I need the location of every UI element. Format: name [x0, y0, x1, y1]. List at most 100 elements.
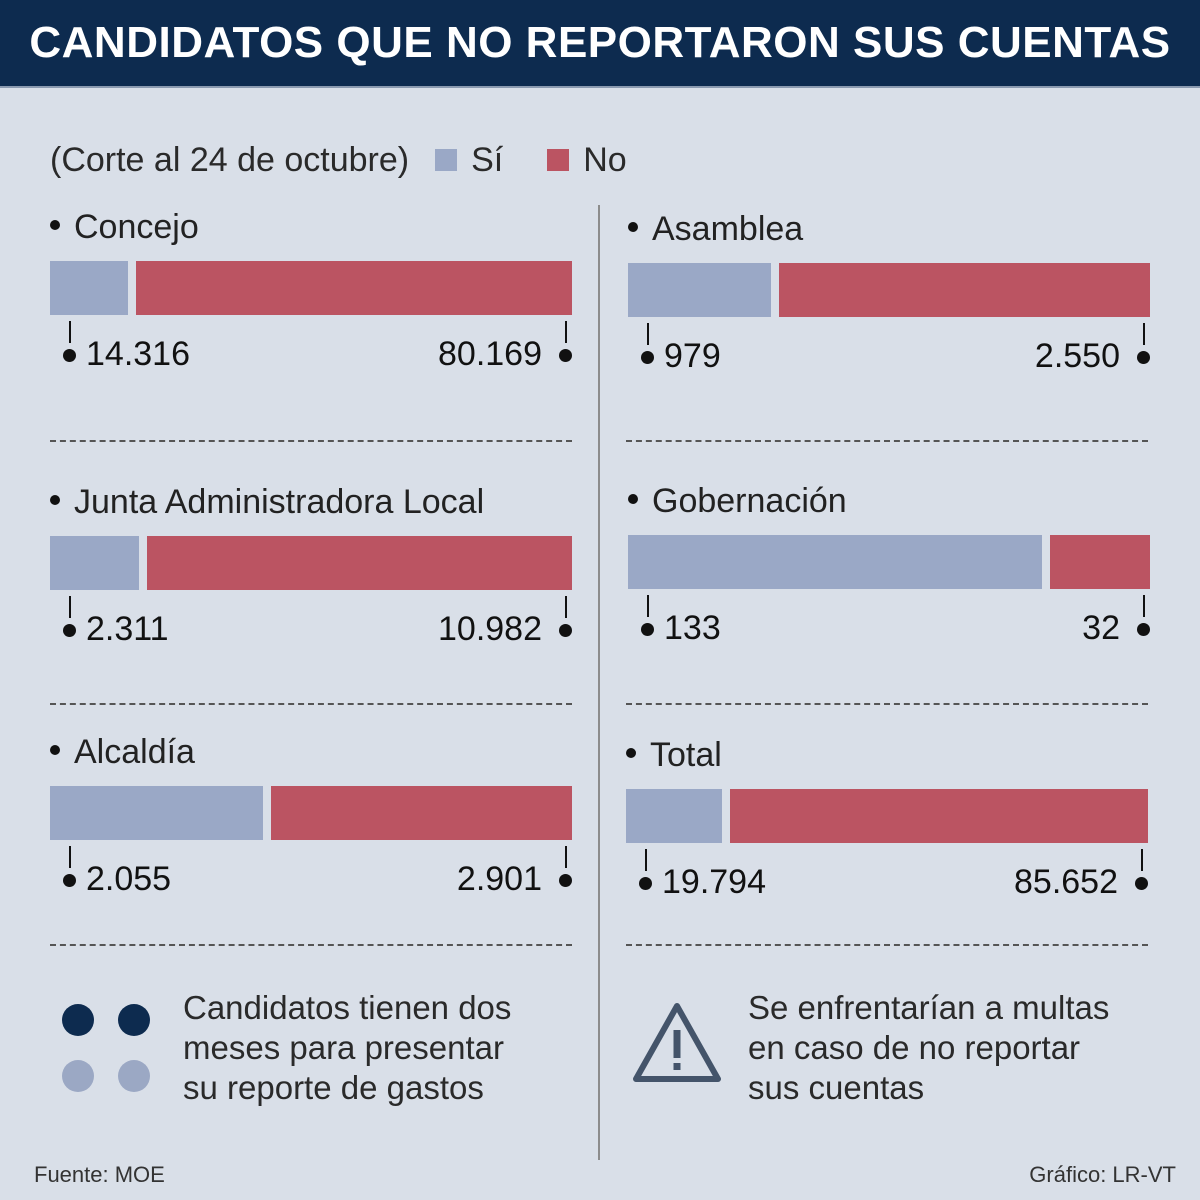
separator	[50, 703, 572, 705]
tick-dot-no	[559, 874, 572, 887]
legend-label-yes: Sí	[471, 140, 504, 179]
note-left: Candidatos tienen dos meses para present…	[183, 988, 511, 1108]
separator	[626, 440, 1148, 442]
bar-no	[1050, 535, 1150, 589]
tick-dot-yes	[63, 624, 76, 637]
category-text: Asamblea	[652, 210, 804, 248]
credit-note: Gráfico: LR-VT	[1029, 1162, 1176, 1187]
separator	[50, 944, 572, 946]
panel-junta-administradora-local: Junta Administradora Local 2.311 10.982	[50, 483, 610, 733]
value-label-yes: 133	[664, 609, 721, 647]
bar-no	[136, 261, 572, 315]
value-label-no: 32	[1082, 609, 1120, 647]
bar-yes	[628, 263, 771, 317]
warning-triangle-icon	[633, 1003, 721, 1082]
dot-light	[118, 1060, 150, 1092]
category-label: Asamblea	[628, 210, 803, 249]
tick-yes	[69, 846, 71, 868]
category-label: Junta Administradora Local	[50, 483, 484, 522]
bar-no	[147, 536, 572, 590]
bullet-dot	[50, 745, 60, 756]
category-label: Gobernación	[628, 482, 847, 521]
four-dots-icon	[62, 1004, 152, 1094]
note-right-line: Se enfrentarían a multas	[748, 989, 1110, 1026]
panel-alcaldia: Alcaldía 2.055 2.901	[50, 733, 610, 983]
bullet-dot	[628, 494, 638, 505]
bar-yes	[50, 786, 263, 840]
category-label: Concejo	[50, 208, 199, 247]
dot-light	[62, 1060, 94, 1092]
panel-gobernacion: Gobernación 133 32	[628, 482, 1188, 732]
panel-asamblea: Asamblea 979 2.550	[628, 210, 1188, 460]
value-label-yes: 19.794	[662, 863, 766, 901]
tick-dot-yes	[641, 351, 654, 364]
title-rule	[0, 86, 1200, 88]
dot-dark	[118, 1004, 150, 1036]
category-text: Junta Administradora Local	[74, 483, 485, 521]
category-text: Alcaldía	[74, 733, 195, 771]
bar-yes	[50, 261, 128, 315]
title-bar: CANDIDATOS QUE NO REPORTARON SUS CUENTAS	[0, 0, 1200, 86]
bullet-dot	[50, 495, 60, 506]
category-label: Total	[626, 736, 722, 775]
value-label-yes: 2.311	[86, 610, 169, 648]
separator	[626, 703, 1148, 705]
category-label: Alcaldía	[50, 733, 195, 772]
separator	[50, 440, 572, 442]
tick-no	[1143, 323, 1145, 345]
value-label-no: 2.550	[1034, 337, 1120, 375]
panel-concejo: Concejo 14.316 80.169	[50, 208, 610, 458]
tick-dot-yes	[63, 349, 76, 362]
note-left-line: meses para presentar	[183, 1029, 504, 1066]
tick-yes	[647, 595, 649, 617]
bullet-dot	[626, 748, 636, 759]
category-text: Total	[650, 736, 722, 774]
legend-label-no: No	[583, 140, 627, 179]
note-right-line: sus cuentas	[748, 1069, 925, 1106]
center-divider	[598, 205, 600, 1160]
tick-dot-yes	[641, 623, 654, 636]
tick-no	[1141, 849, 1143, 871]
tick-dot-yes	[63, 874, 76, 887]
tick-no	[565, 321, 567, 343]
bullet-dot	[628, 222, 638, 233]
subtitle: (Corte al 24 de octubre)	[50, 140, 410, 179]
bar-no	[271, 786, 572, 840]
note-right-line: en caso de no reportar	[748, 1029, 1081, 1066]
bar-yes	[628, 535, 1042, 589]
value-label-yes: 979	[664, 337, 721, 375]
legend-item-yes: Sí	[435, 141, 503, 180]
tick-no	[565, 596, 567, 618]
tick-yes	[647, 323, 649, 345]
bar-no	[779, 263, 1150, 317]
value-label-no: 2.901	[456, 860, 542, 898]
note-right: Se enfrentarían a multas en caso de no r…	[748, 988, 1109, 1108]
bar-yes	[626, 789, 722, 843]
source-note: Fuente: MOE	[34, 1162, 165, 1187]
tick-dot-no	[1137, 351, 1150, 364]
tick-dot-no	[559, 624, 572, 637]
chart-title: CANDIDATOS QUE NO REPORTARON SUS CUENTAS	[29, 18, 1171, 67]
legend-swatch-yes	[435, 149, 458, 171]
note-left-line: Candidatos tienen dos	[183, 989, 512, 1026]
category-text: Concejo	[74, 208, 199, 246]
tick-dot-no	[1137, 623, 1150, 636]
bar-no	[730, 789, 1148, 843]
tick-yes	[69, 321, 71, 343]
value-label-no: 85.652	[1014, 863, 1118, 901]
tick-dot-no	[559, 349, 572, 362]
tick-dot-no	[1135, 877, 1148, 890]
bullet-dot	[50, 220, 60, 231]
tick-yes	[69, 596, 71, 618]
tick-yes	[645, 849, 647, 871]
legend-swatch-no	[547, 149, 570, 171]
panel-total: Total 19.794 85.652	[626, 736, 1186, 986]
category-text: Gobernación	[652, 482, 847, 520]
tick-no	[1143, 595, 1145, 617]
value-label-no: 80.169	[438, 335, 542, 373]
tick-dot-yes	[639, 877, 652, 890]
value-label-no: 10.982	[438, 610, 542, 648]
dot-dark	[62, 1004, 94, 1036]
tick-no	[565, 846, 567, 868]
value-label-yes: 14.316	[86, 335, 190, 373]
